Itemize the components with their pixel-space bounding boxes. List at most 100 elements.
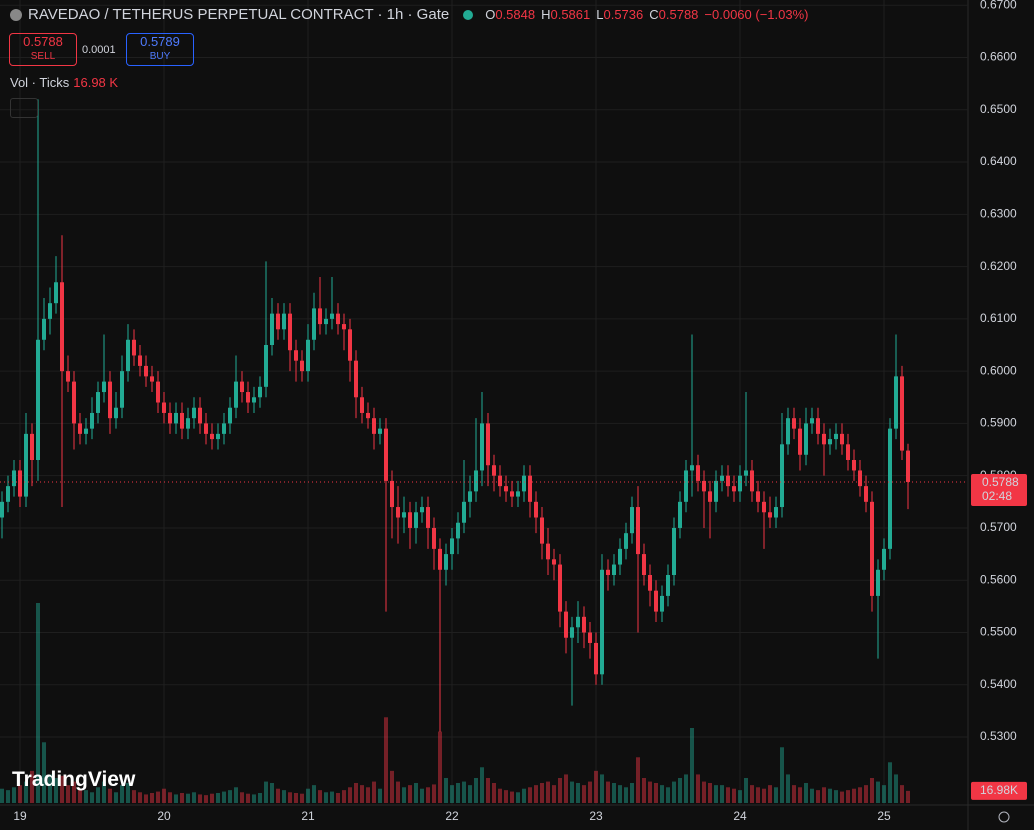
volume-bar bbox=[0, 788, 4, 803]
candle-body bbox=[582, 616, 586, 633]
candle-body bbox=[162, 402, 166, 413]
candle-body bbox=[678, 501, 682, 528]
volume-bar bbox=[426, 787, 430, 803]
volume-bar bbox=[486, 778, 490, 803]
settings-icon[interactable] bbox=[998, 811, 1010, 823]
candle-body bbox=[60, 282, 64, 372]
candle-body bbox=[282, 313, 286, 330]
candle-body bbox=[852, 460, 856, 471]
symbol-icon bbox=[10, 8, 22, 21]
candle-body bbox=[126, 339, 130, 372]
buy-button[interactable]: 0.5789 BUY bbox=[126, 33, 194, 66]
candle-body bbox=[732, 486, 736, 492]
candle-body bbox=[240, 381, 244, 393]
buy-label: BUY bbox=[149, 51, 171, 62]
candle-body bbox=[294, 350, 298, 361]
volume-bar bbox=[102, 781, 106, 803]
volume-bar bbox=[774, 787, 778, 803]
volume-bar bbox=[132, 790, 136, 803]
y-tick-label: 0.5700 bbox=[980, 520, 1017, 534]
volume-bar bbox=[228, 790, 232, 803]
candle-body bbox=[396, 507, 400, 518]
candle-body bbox=[630, 507, 634, 534]
volume-bar bbox=[24, 781, 28, 803]
volume-bar bbox=[504, 790, 508, 803]
indicator-label: Vol · Ticks bbox=[10, 75, 70, 90]
volume-bar bbox=[702, 781, 706, 803]
ohlc-label: H bbox=[541, 7, 551, 22]
volume-bar bbox=[480, 767, 484, 803]
volume-bar bbox=[348, 787, 352, 803]
candle-body bbox=[546, 543, 550, 560]
volume-bar bbox=[270, 783, 274, 803]
volume-bar bbox=[600, 774, 604, 803]
candle-body bbox=[780, 444, 784, 508]
candle-body bbox=[342, 324, 346, 330]
candle-body bbox=[354, 360, 358, 398]
candle-body bbox=[72, 381, 76, 424]
volume-bar bbox=[786, 774, 790, 803]
candle-body bbox=[492, 465, 496, 476]
volume-bar bbox=[336, 793, 340, 803]
volume-bar bbox=[564, 774, 568, 803]
candle-body bbox=[624, 533, 628, 549]
volume-bar bbox=[234, 787, 238, 803]
volume-bar bbox=[846, 790, 850, 803]
volume-bar bbox=[66, 785, 70, 803]
volume-bar bbox=[876, 781, 880, 803]
candle-body bbox=[186, 418, 190, 429]
y-tick-label: 0.6100 bbox=[980, 311, 1017, 325]
candle-body bbox=[540, 517, 544, 544]
candle-body bbox=[858, 470, 862, 487]
candle-body bbox=[408, 512, 412, 528]
volume-bar bbox=[900, 785, 904, 803]
volume-bar bbox=[510, 791, 514, 803]
header: RAVEDAO / TETHERUS PERPETUAL CONTRACT · … bbox=[10, 6, 808, 23]
volume-bar bbox=[318, 790, 322, 803]
volume-bar bbox=[522, 788, 526, 803]
candle-body bbox=[744, 470, 748, 476]
ohlc-label: O bbox=[485, 7, 496, 22]
candle-body bbox=[672, 527, 676, 575]
candle-body bbox=[900, 376, 904, 451]
candle-body bbox=[330, 313, 334, 319]
volume-bar bbox=[630, 783, 634, 803]
volume-bar bbox=[744, 778, 748, 803]
volume-bar bbox=[750, 785, 754, 803]
candle-body bbox=[144, 365, 148, 377]
volume-bar bbox=[198, 794, 202, 803]
candle-body bbox=[810, 418, 814, 424]
volume-bar bbox=[456, 783, 460, 803]
sell-button[interactable]: 0.5788 SELL bbox=[9, 33, 77, 66]
candle-body bbox=[420, 507, 424, 513]
volume-bar bbox=[312, 785, 316, 803]
volume-bar bbox=[696, 774, 700, 803]
candle-body bbox=[750, 470, 754, 492]
volume-bar bbox=[450, 785, 454, 803]
candle-body bbox=[564, 611, 568, 638]
volume-bar bbox=[636, 757, 640, 803]
candle-body bbox=[474, 470, 478, 492]
candle-body bbox=[288, 313, 292, 351]
spread: 0.0001 bbox=[82, 44, 116, 56]
candle-body bbox=[708, 491, 712, 502]
candle-body bbox=[384, 428, 388, 481]
volume-bar bbox=[84, 790, 88, 803]
candle-body bbox=[102, 381, 106, 393]
candle-body bbox=[234, 381, 238, 408]
volume-bar bbox=[666, 787, 670, 803]
candle-body bbox=[84, 428, 88, 434]
volume-bar bbox=[264, 781, 268, 803]
status-dot bbox=[463, 9, 474, 20]
candle-body bbox=[450, 538, 454, 555]
candle-body bbox=[660, 595, 664, 612]
ohlc-label: L bbox=[596, 7, 604, 22]
candle-body bbox=[372, 418, 376, 434]
volume-tag bbox=[971, 781, 1027, 800]
x-tick-label: 24 bbox=[733, 809, 747, 823]
volume-bar bbox=[114, 792, 118, 803]
candle-body bbox=[6, 486, 10, 502]
candle-body bbox=[456, 522, 460, 539]
volume-bar bbox=[216, 793, 220, 803]
collapse-button[interactable] bbox=[10, 98, 38, 118]
